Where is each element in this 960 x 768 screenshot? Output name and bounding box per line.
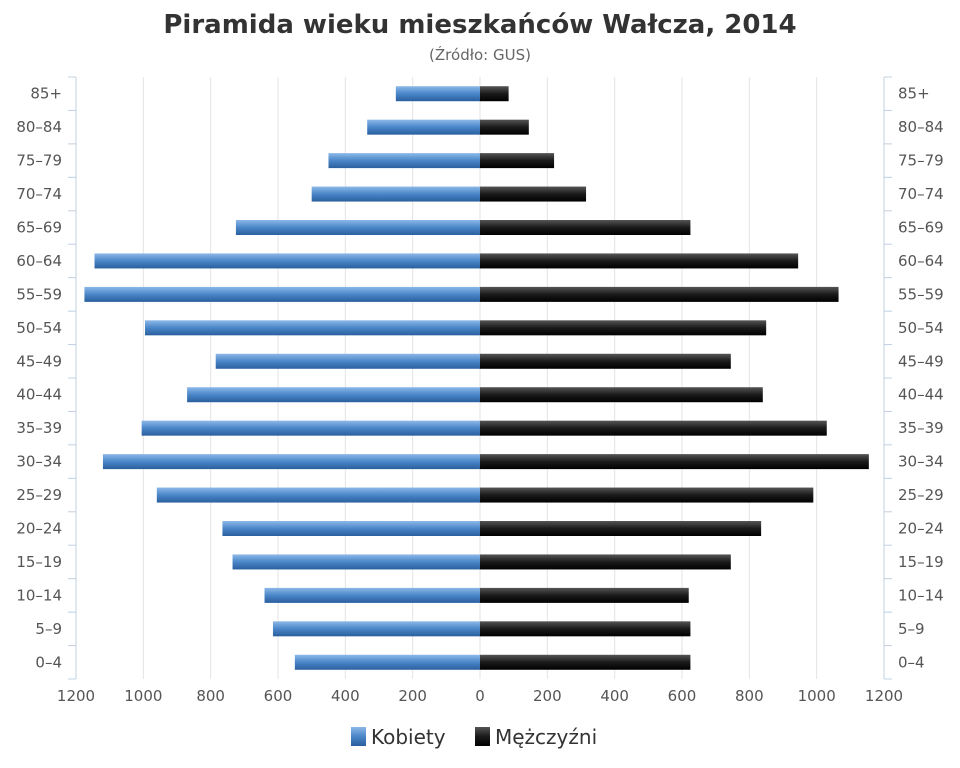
category-label-left: 25–29 — [16, 486, 62, 504]
bar-kobiety[interactable] — [102, 454, 480, 470]
category-label-left: 20–24 — [16, 520, 62, 538]
bar-kobiety[interactable] — [94, 253, 481, 269]
category-label-right: 70–74 — [898, 185, 944, 203]
x-tick-label: 400 — [600, 687, 629, 705]
category-label-right: 0–4 — [898, 653, 925, 671]
bar-kobiety[interactable] — [395, 86, 480, 102]
bar-kobiety[interactable] — [311, 186, 480, 202]
category-label-left: 0–4 — [35, 653, 62, 671]
bar-kobiety[interactable] — [156, 487, 481, 503]
bar-mezczyzni[interactable] — [480, 387, 763, 403]
bar-mezczyzni[interactable] — [480, 153, 555, 169]
bar-kobiety[interactable] — [294, 654, 480, 670]
category-label-left: 10–14 — [16, 586, 62, 604]
bar-kobiety[interactable] — [84, 286, 481, 302]
category-label-left: 30–34 — [16, 453, 62, 471]
category-label-right: 10–14 — [898, 586, 944, 604]
bar-kobiety[interactable] — [367, 119, 480, 135]
category-label-right: 40–44 — [898, 386, 944, 404]
legend-label[interactable]: Kobiety — [371, 725, 446, 749]
axes — [68, 76, 892, 680]
bar-kobiety[interactable] — [145, 320, 480, 336]
x-tick-label: 1200 — [865, 687, 903, 705]
category-label-left: 35–39 — [16, 419, 62, 437]
x-tick-label: 200 — [398, 687, 427, 705]
bar-mezczyzni[interactable] — [480, 654, 691, 670]
x-tick-labels: 1200 1000 800 600 400 200 0 200 400 600 800 1000 120… — [57, 687, 903, 705]
bar-mezczyzni[interactable] — [480, 420, 827, 436]
bar-kobiety[interactable] — [232, 554, 480, 570]
category-label-right: 55–59 — [898, 285, 944, 303]
bar-mezczyzni[interactable] — [480, 554, 731, 570]
category-label-left: 70–74 — [16, 185, 62, 203]
legend[interactable]: Kobiety Mężczyźni — [351, 725, 597, 749]
bar-mezczyzni[interactable] — [480, 454, 869, 470]
bar-kobiety[interactable] — [222, 521, 480, 536]
category-label-right: 80–84 — [898, 118, 944, 136]
bar-mezczyzni[interactable] — [480, 521, 762, 536]
category-label-right: 25–29 — [898, 486, 944, 504]
x-tick-label: 1000 — [798, 687, 836, 705]
category-label-right: 20–24 — [898, 520, 944, 538]
x-tick-label: 800 — [196, 687, 225, 705]
category-labels-right: 85+ 80–84 75–79 70–74 65–69 60–64 55–59 50–54 45… — [898, 85, 944, 672]
bar-kobiety[interactable] — [328, 153, 481, 169]
x-tick-label: 0 — [475, 687, 485, 705]
category-label-left: 50–54 — [16, 319, 62, 337]
x-tick-label: 1200 — [57, 687, 95, 705]
category-label-left: 40–44 — [16, 386, 62, 404]
bar-kobiety[interactable] — [264, 587, 480, 603]
category-label-right: 75–79 — [898, 152, 944, 170]
category-label-left: 80–84 — [16, 118, 62, 136]
category-label-left: 5–9 — [35, 620, 62, 638]
legend-swatch[interactable] — [475, 727, 490, 746]
x-tick-label: 400 — [331, 687, 360, 705]
category-label-left: 75–79 — [16, 152, 62, 170]
bar-kobiety[interactable] — [215, 353, 480, 369]
category-labels-left: 85+ 80–84 75–79 70–74 65–69 60–64 55–59 50–54 45… — [16, 85, 62, 672]
bar-mezczyzni[interactable] — [480, 86, 509, 102]
bar-mezczyzni[interactable] — [480, 119, 529, 135]
bar-mezczyzni[interactable] — [480, 220, 691, 235]
legend-swatch[interactable] — [351, 727, 366, 746]
bar-mezczyzni[interactable] — [480, 253, 799, 269]
x-tick-label: 1000 — [124, 687, 162, 705]
category-label-right: 15–19 — [898, 553, 944, 571]
category-label-right: 85+ — [898, 85, 930, 103]
category-label-right: 50–54 — [898, 319, 944, 337]
category-label-left: 85+ — [30, 85, 62, 103]
category-label-right: 30–34 — [898, 453, 944, 471]
category-label-right: 65–69 — [898, 219, 944, 237]
bar-mezczyzni[interactable] — [480, 320, 767, 336]
bar-kobiety[interactable] — [187, 387, 480, 403]
bar-mezczyzni[interactable] — [480, 353, 731, 369]
x-tick-label: 600 — [668, 687, 697, 705]
x-tick-label: 200 — [533, 687, 562, 705]
bar-kobiety[interactable] — [272, 621, 480, 637]
legend-label[interactable]: Mężczyźni — [495, 725, 597, 749]
bar-kobiety[interactable] — [235, 220, 480, 235]
category-label-right: 5–9 — [898, 620, 925, 638]
bar-mezczyzni[interactable] — [480, 487, 814, 503]
category-label-left: 45–49 — [16, 352, 62, 370]
category-label-left: 60–64 — [16, 252, 62, 270]
x-tick-label: 800 — [735, 687, 764, 705]
x-tick-label: 600 — [264, 687, 293, 705]
bar-mezczyzni[interactable] — [480, 286, 839, 302]
bar-kobiety[interactable] — [141, 420, 480, 436]
bar-mezczyzni[interactable] — [480, 186, 587, 202]
chart-title: Piramida wieku mieszkańców Wałcza, 2014 — [163, 10, 796, 40]
bars — [84, 86, 869, 670]
chart-subtitle: (Źródło: GUS) — [429, 45, 531, 64]
category-label-right: 35–39 — [898, 419, 944, 437]
category-label-left: 15–19 — [16, 553, 62, 571]
category-label-right: 45–49 — [898, 352, 944, 370]
bar-mezczyzni[interactable] — [480, 587, 689, 603]
category-label-right: 60–64 — [898, 252, 944, 270]
category-label-left: 65–69 — [16, 219, 62, 237]
category-label-left: 55–59 — [16, 285, 62, 303]
bar-mezczyzni[interactable] — [480, 621, 691, 637]
